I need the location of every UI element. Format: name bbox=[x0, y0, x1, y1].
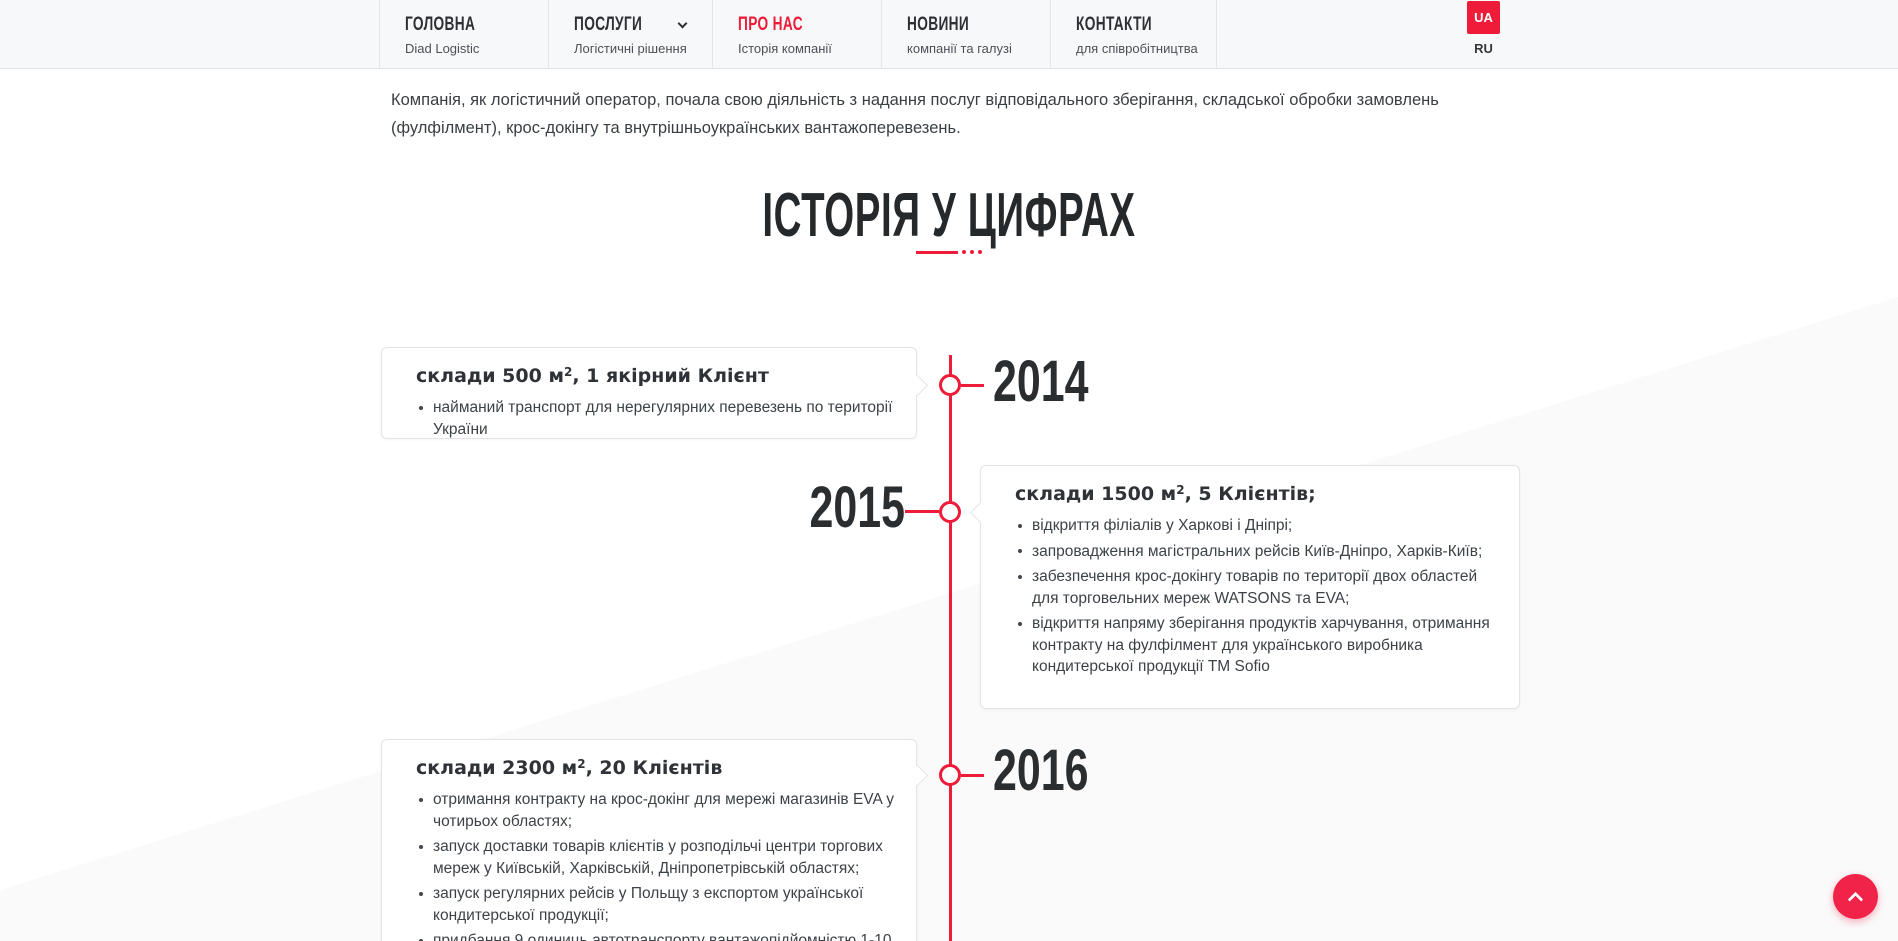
card-title-text: , 1 якірний Клієнт bbox=[572, 365, 769, 387]
card-pointer-right bbox=[906, 374, 928, 397]
nav-label-text: ГОЛОВНА bbox=[405, 14, 476, 35]
timeline-bullet: забезпечення крос-докінгу товарів по тер… bbox=[1015, 566, 1495, 609]
card-title-text: склади 2300 м bbox=[416, 757, 578, 779]
timeline-connector-2015 bbox=[905, 510, 939, 513]
nav-label: ГОЛОВНА bbox=[405, 14, 548, 35]
chevron-up-icon bbox=[1847, 891, 1864, 907]
card-bullet-list: відкриття філіалів у Харкові і Дніпрі; за… bbox=[1015, 515, 1495, 678]
scroll-to-top-button[interactable] bbox=[1833, 874, 1878, 919]
nav-label: КОНТАКТИ bbox=[1076, 14, 1216, 35]
timeline-connector-2014 bbox=[961, 384, 984, 387]
top-navigation-bar: ГОЛОВНА Diad Logistic ПОСЛУГИ Логістичні… bbox=[0, 0, 1898, 69]
timeline-bullet: відкриття напряму зберігання продуктів х… bbox=[1015, 613, 1495, 678]
nav-item-news[interactable]: НОВИНИ компанії та галузі bbox=[881, 0, 1050, 69]
year-label-2015: 2015 bbox=[809, 475, 905, 540]
section-title: ІСТОРІЯ У ЦИФРАХ bbox=[0, 180, 1898, 251]
nav-sublabel: для співробітництва bbox=[1076, 41, 1198, 56]
card-bullet-list: отримання контракту на крос-докінг для м… bbox=[416, 789, 896, 941]
nav-label-text: НОВИНИ bbox=[907, 14, 970, 35]
card-title: склади 500 м2, 1 якірний Клієнт bbox=[416, 365, 896, 387]
nav-label-text: КОНТАКТИ bbox=[1076, 14, 1153, 35]
underline-dot bbox=[978, 250, 982, 254]
section-title-underline bbox=[0, 250, 1898, 254]
timeline-bullet: запровадження магістральних рейсів Київ-… bbox=[1015, 541, 1495, 563]
language-switch-ru[interactable]: RU bbox=[1474, 41, 1493, 56]
nav-item-contacts[interactable]: КОНТАКТИ для співробітництва bbox=[1050, 0, 1217, 69]
nav-sublabel: компанії та галузі bbox=[907, 41, 1012, 56]
year-label-2016: 2016 bbox=[993, 738, 1089, 803]
underline-dot bbox=[962, 250, 966, 254]
section-title-text: ІСТОРІЯ У ЦИФРАХ bbox=[762, 181, 1136, 250]
nav-label-text: ПОСЛУГИ bbox=[574, 14, 643, 35]
card-title-superscript: 2 bbox=[563, 365, 573, 379]
timeline-node-2016 bbox=[939, 764, 961, 786]
card-title: склади 2300 м2, 20 Клієнтів bbox=[416, 757, 896, 779]
card-title-superscript: 2 bbox=[1176, 483, 1185, 497]
card-title-superscript: 2 bbox=[577, 757, 586, 771]
timeline-node-2014 bbox=[939, 374, 961, 396]
nav-item-home[interactable]: ГОЛОВНА Diad Logistic bbox=[379, 0, 548, 69]
nav-item-services[interactable]: ПОСЛУГИ Логістичні рішення bbox=[548, 0, 712, 69]
timeline-connector-2016 bbox=[961, 774, 984, 777]
timeline-bullet: придбання 9 одиниць автотранспорту ванта… bbox=[416, 930, 896, 941]
timeline-card-2014: склади 500 м2, 1 якірний Клієнт найманий… bbox=[381, 347, 928, 440]
nav-sublabel: Логістичні рішення bbox=[574, 41, 687, 56]
timeline-bullet: запуск регулярних рейсів у Польщу з експ… bbox=[416, 883, 896, 926]
nav-label: ПРО НАС bbox=[738, 14, 881, 35]
nav-label: ПОСЛУГИ bbox=[574, 14, 712, 35]
underline-dot bbox=[970, 250, 974, 254]
language-switch-ua[interactable]: UA bbox=[1467, 1, 1500, 34]
card-title-text: склади 500 м bbox=[416, 365, 564, 387]
timeline-card-2016: склади 2300 м2, 20 Клієнтів отримання ко… bbox=[381, 739, 928, 941]
nav-sublabel: Diad Logistic bbox=[405, 41, 480, 56]
card-title-text: , 20 Клієнтів bbox=[585, 757, 723, 779]
card-pointer-left bbox=[969, 501, 991, 524]
nav-sublabel: Історія компанії bbox=[738, 41, 832, 56]
timeline-vertical-line bbox=[949, 355, 952, 941]
card-bullet-list: найманий транспорт для нерегулярних пере… bbox=[416, 397, 896, 440]
nav-label: НОВИНИ bbox=[907, 14, 1050, 35]
timeline-bullet: запуск доставки товарів клієнтів у розпо… bbox=[416, 836, 896, 879]
card-title-text: , 5 Клієнтів; bbox=[1184, 483, 1316, 505]
nav-item-about[interactable]: ПРО НАС Історія компанії bbox=[712, 0, 881, 69]
chevron-down-icon bbox=[677, 18, 688, 29]
timeline-bullet: отримання контракту на крос-докінг для м… bbox=[416, 789, 896, 832]
timeline-node-2015 bbox=[939, 501, 961, 523]
timeline-bullet: відкриття філіалів у Харкові і Дніпрі; bbox=[1015, 515, 1495, 537]
year-label-2014: 2014 bbox=[993, 349, 1089, 414]
card-title: склади 1500 м2, 5 Клієнтів; bbox=[1015, 483, 1495, 505]
timeline-bullet: найманий транспорт для нерегулярних пере… bbox=[416, 397, 896, 440]
timeline-card-2015: склади 1500 м2, 5 Клієнтів; відкриття фі… bbox=[969, 465, 1520, 709]
card-title-text: склади 1500 м bbox=[1015, 483, 1177, 505]
underline-bar bbox=[916, 250, 958, 254]
company-intro-paragraph: Компанія, як логістичний оператор, почал… bbox=[391, 91, 1439, 137]
nav-label-text: ПРО НАС bbox=[738, 14, 804, 35]
